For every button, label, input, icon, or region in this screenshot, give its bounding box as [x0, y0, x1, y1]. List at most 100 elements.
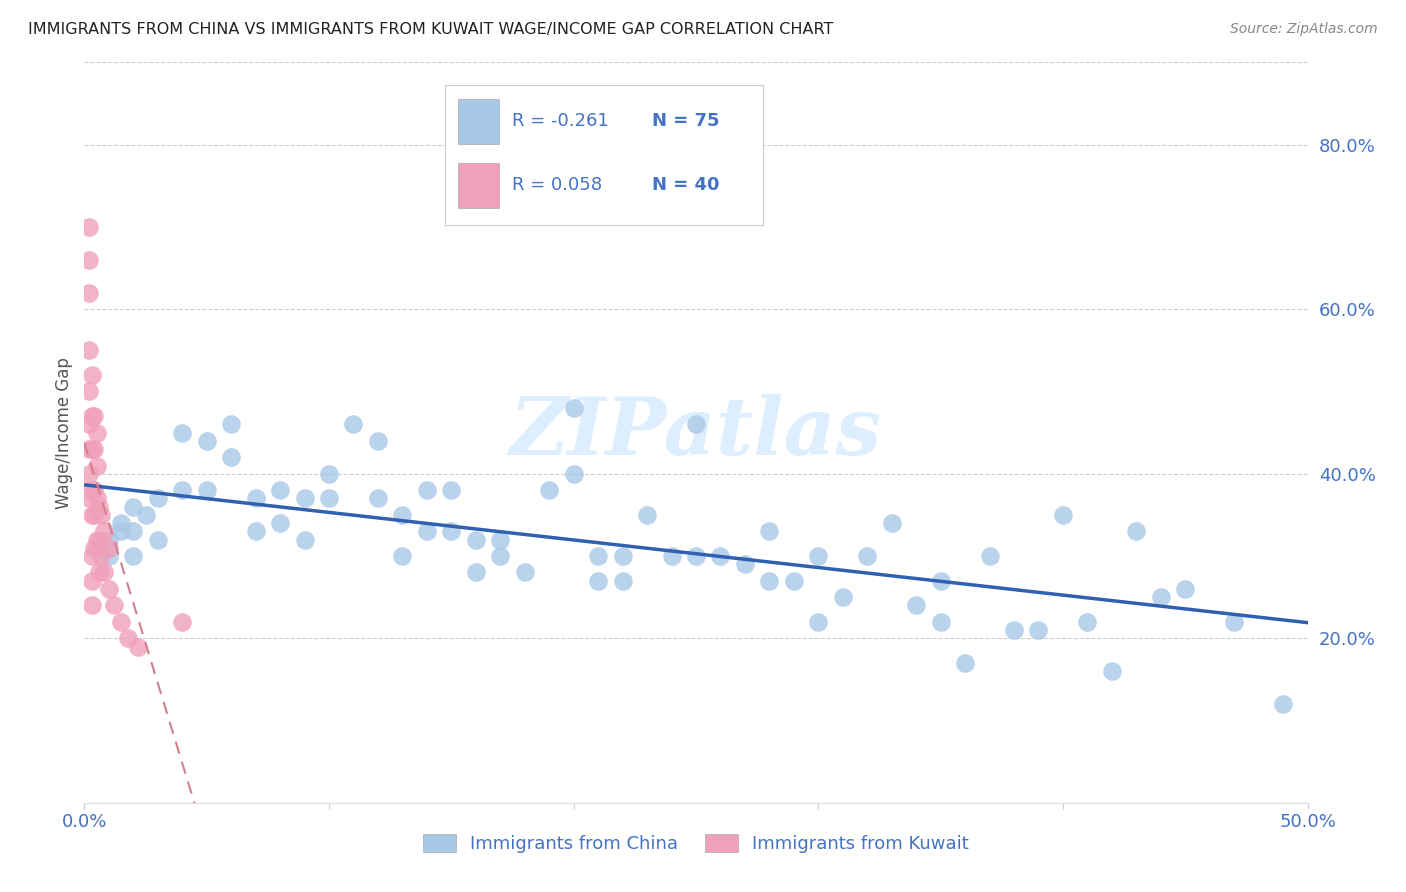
- Point: [122, 549, 145, 563]
- Point: [77, 285, 100, 300]
- Point: [856, 549, 879, 563]
- Point: [87, 533, 110, 547]
- Point: [831, 590, 853, 604]
- Point: [367, 434, 389, 448]
- Point: [562, 467, 585, 481]
- Point: [440, 483, 463, 498]
- Point: [122, 500, 145, 514]
- Point: [80, 368, 103, 382]
- Point: [127, 640, 149, 654]
- Point: [87, 500, 110, 514]
- Point: [83, 541, 105, 555]
- Point: [80, 574, 103, 588]
- Point: [1052, 508, 1074, 522]
- Point: [489, 533, 512, 547]
- Point: [586, 574, 609, 588]
- Point: [367, 491, 389, 506]
- Point: [1101, 664, 1123, 678]
- Point: [135, 508, 157, 522]
- Point: [758, 524, 780, 539]
- Point: [586, 549, 609, 563]
- Point: [685, 417, 707, 432]
- Point: [80, 549, 103, 563]
- Point: [294, 533, 316, 547]
- Point: [80, 508, 103, 522]
- Point: [416, 524, 439, 539]
- Point: [562, 401, 585, 415]
- Point: [90, 508, 112, 522]
- Point: [464, 533, 486, 547]
- Point: [318, 491, 340, 506]
- Point: [538, 483, 561, 498]
- Point: [245, 491, 267, 506]
- Point: [318, 467, 340, 481]
- Point: [195, 483, 218, 498]
- Point: [880, 516, 903, 530]
- Legend: Immigrants from China, Immigrants from Kuwait: Immigrants from China, Immigrants from K…: [416, 827, 976, 861]
- Point: [661, 549, 683, 563]
- Point: [80, 442, 103, 456]
- Point: [1125, 524, 1147, 539]
- Point: [294, 491, 316, 506]
- Point: [783, 574, 806, 588]
- Point: [172, 483, 194, 498]
- Point: [440, 524, 463, 539]
- Point: [342, 417, 364, 432]
- Point: [86, 541, 108, 555]
- Point: [83, 409, 105, 424]
- Point: [1002, 623, 1025, 637]
- Point: [685, 549, 707, 563]
- Point: [77, 467, 100, 481]
- Point: [86, 458, 108, 473]
- Point: [146, 491, 169, 506]
- Point: [86, 491, 108, 506]
- Point: [269, 516, 291, 530]
- Point: [1076, 615, 1098, 629]
- Point: [269, 483, 291, 498]
- Point: [77, 417, 100, 432]
- Text: Source: ZipAtlas.com: Source: ZipAtlas.com: [1230, 22, 1378, 37]
- Point: [110, 516, 132, 530]
- Point: [93, 524, 115, 539]
- Point: [80, 483, 103, 498]
- Point: [1028, 623, 1050, 637]
- Point: [77, 442, 100, 456]
- Point: [636, 508, 658, 522]
- Point: [83, 483, 105, 498]
- Point: [87, 566, 110, 580]
- Point: [97, 541, 120, 555]
- Point: [172, 425, 194, 440]
- Point: [979, 549, 1001, 563]
- Point: [103, 599, 125, 613]
- Point: [807, 549, 830, 563]
- Point: [97, 582, 120, 596]
- Point: [734, 558, 756, 572]
- Point: [77, 343, 100, 358]
- Point: [905, 599, 928, 613]
- Point: [110, 524, 132, 539]
- Y-axis label: Wage/Income Gap: Wage/Income Gap: [55, 357, 73, 508]
- Point: [1272, 697, 1295, 711]
- Point: [219, 417, 242, 432]
- Point: [117, 632, 139, 646]
- Point: [245, 524, 267, 539]
- Point: [1223, 615, 1246, 629]
- Text: ZIPatlas: ZIPatlas: [510, 394, 882, 471]
- Point: [77, 252, 100, 267]
- Point: [929, 615, 952, 629]
- Point: [97, 549, 120, 563]
- Point: [953, 656, 976, 670]
- Point: [464, 566, 486, 580]
- Point: [122, 524, 145, 539]
- Point: [612, 549, 634, 563]
- Point: [83, 508, 105, 522]
- Point: [416, 483, 439, 498]
- Point: [1150, 590, 1173, 604]
- Point: [709, 549, 731, 563]
- Point: [391, 549, 413, 563]
- Point: [90, 549, 112, 563]
- Point: [489, 549, 512, 563]
- Point: [146, 533, 169, 547]
- Point: [80, 599, 103, 613]
- Point: [1174, 582, 1197, 596]
